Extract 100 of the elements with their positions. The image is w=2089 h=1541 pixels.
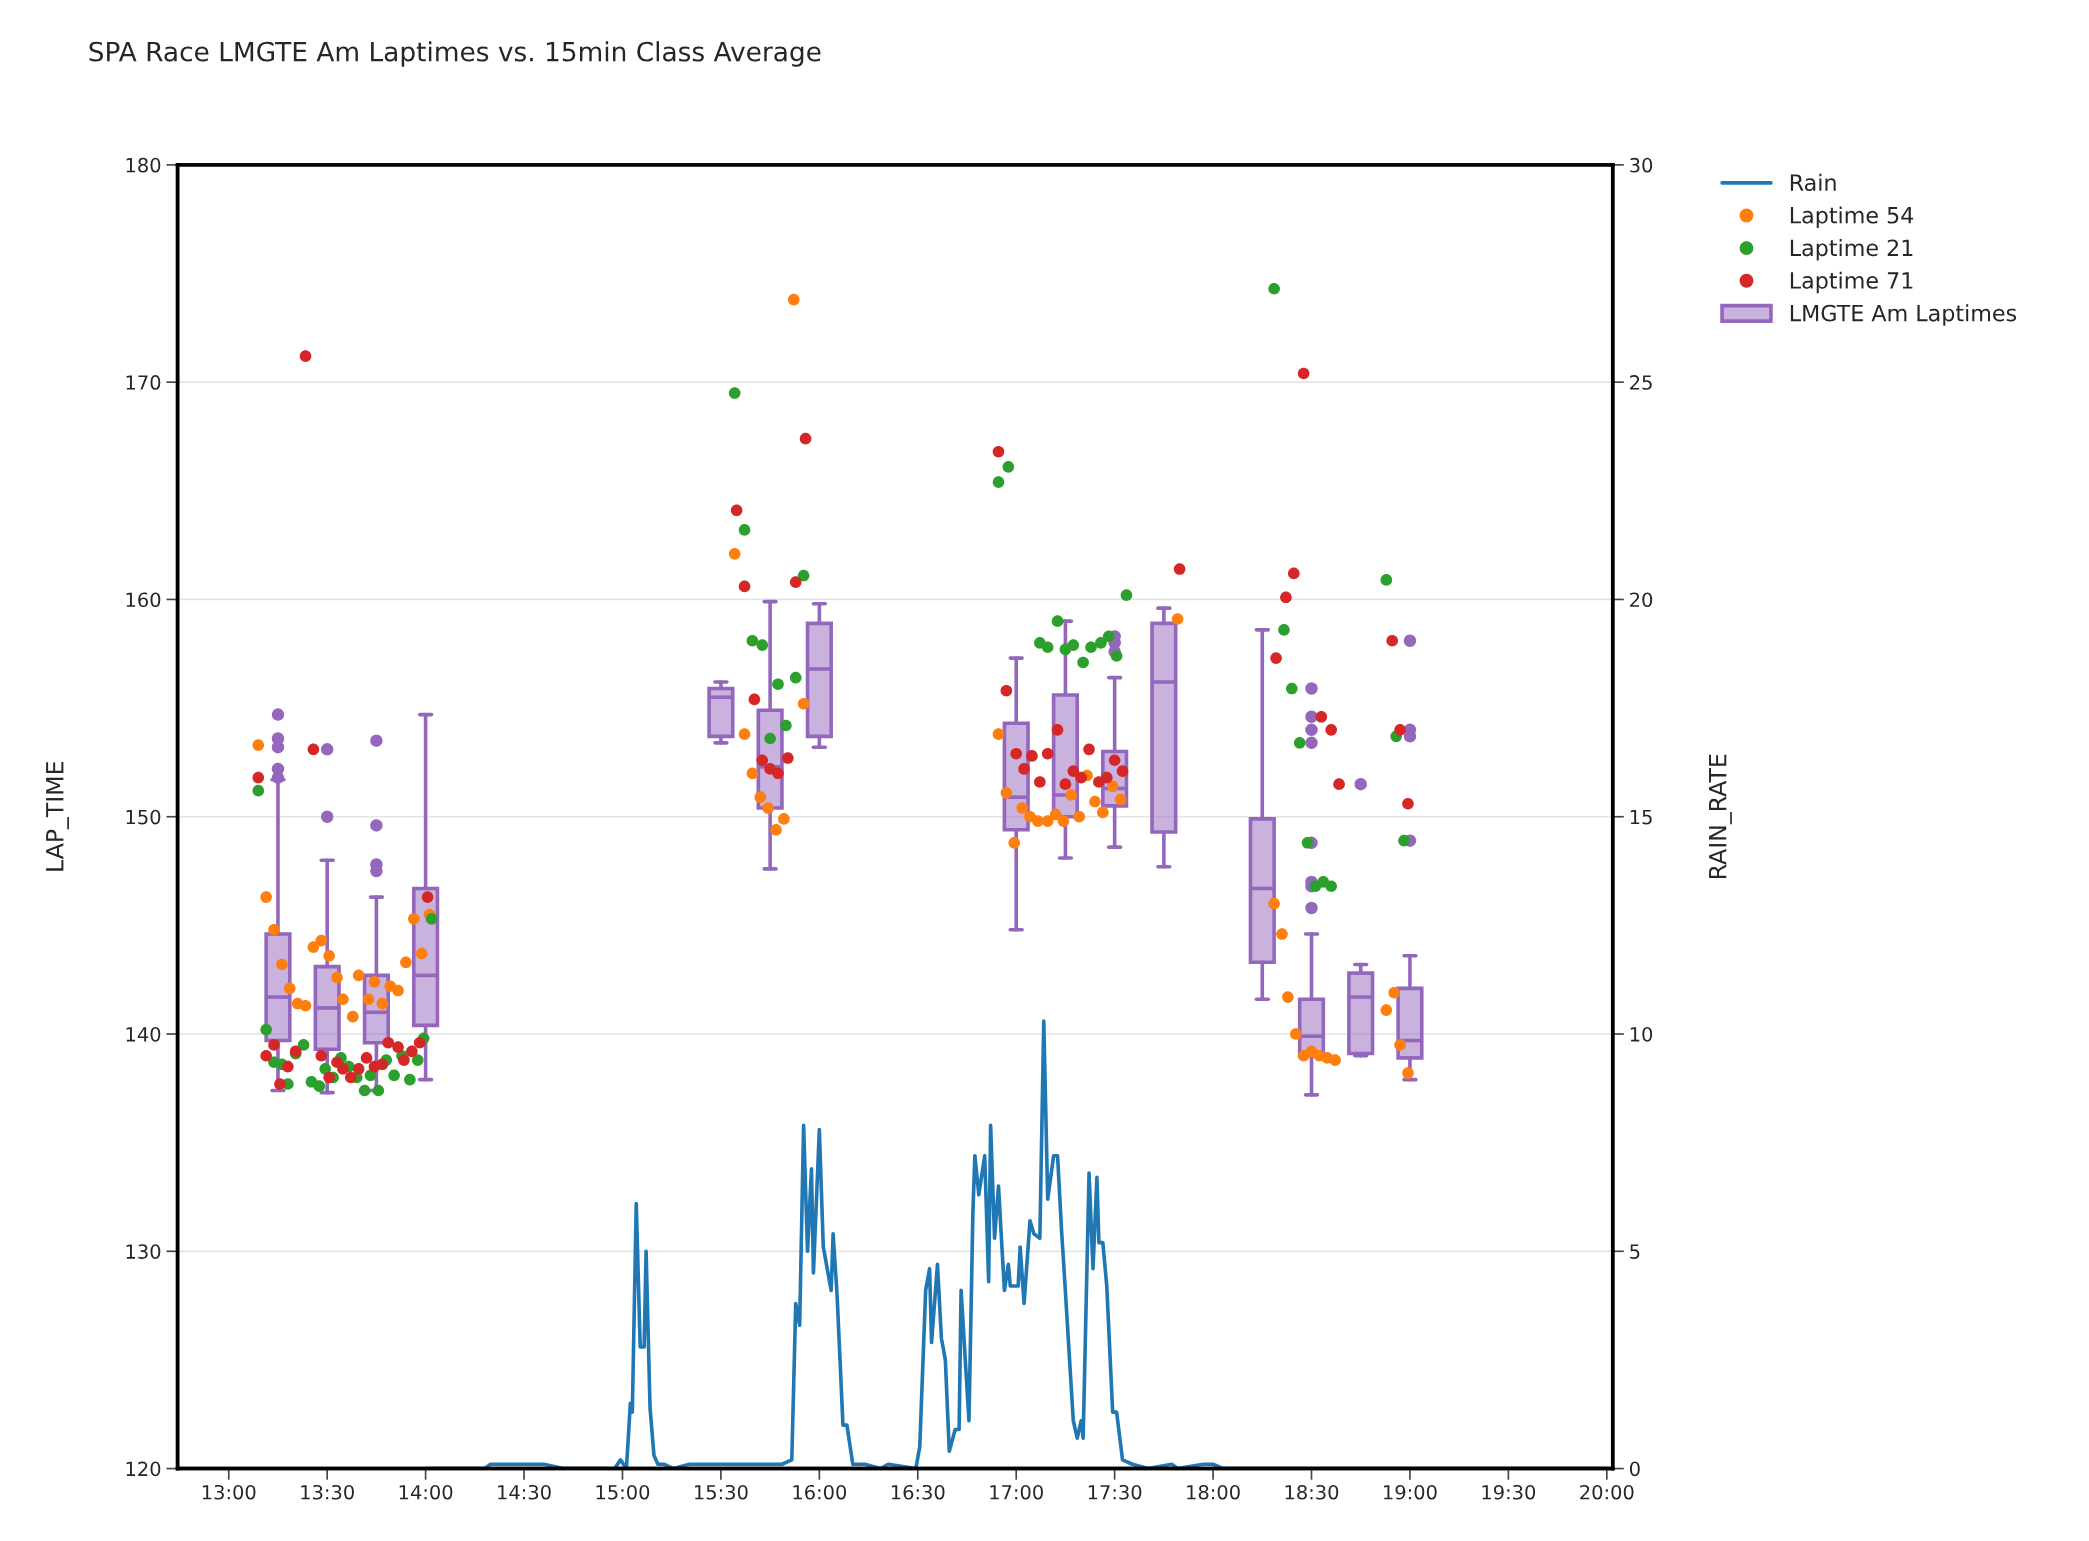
point (728, 387, 741, 399)
point (746, 634, 759, 647)
point (1059, 778, 1072, 790)
point (992, 476, 1005, 488)
point (1297, 367, 1310, 380)
point (1095, 637, 1107, 649)
point (764, 732, 776, 745)
x-tick-label: 18:00 (1187, 1484, 1240, 1500)
point (404, 1073, 416, 1086)
point (738, 524, 751, 536)
point (1325, 724, 1337, 736)
point (1116, 765, 1129, 777)
point (274, 1078, 286, 1090)
x-tick-label: 18:30 (1285, 1484, 1339, 1500)
y-tick-label: 180 (126, 157, 161, 173)
point (738, 580, 751, 593)
point (282, 1060, 294, 1073)
point (1287, 567, 1300, 580)
point (1083, 743, 1095, 756)
point (1077, 656, 1089, 669)
point (360, 1052, 373, 1064)
point (1026, 750, 1038, 762)
point (772, 767, 784, 780)
point (413, 1036, 426, 1049)
legend-label: Laptime 21 (1790, 239, 1913, 261)
point (756, 754, 769, 767)
point (1067, 765, 1080, 777)
point (730, 504, 743, 517)
y-axis-title: LAP_TIME (46, 761, 69, 871)
point (1002, 461, 1015, 473)
point (1394, 724, 1406, 736)
point (319, 1062, 332, 1075)
y-tick-label: 150 (126, 809, 161, 825)
x-tick-label: 17:00 (990, 1484, 1043, 1500)
chart-title: SPA Race LMGTE Am Laptimes vs. 15min Class Average (89, 41, 821, 67)
x-tick-label: 15:30 (695, 1484, 748, 1500)
point (345, 1071, 357, 1084)
point (1075, 771, 1087, 784)
point (323, 1071, 335, 1084)
point (376, 1058, 389, 1071)
point (1102, 630, 1115, 643)
point (1268, 282, 1280, 295)
y-tick-label: 120 (126, 1461, 161, 1477)
point (1278, 624, 1290, 636)
legend-label: Laptime 71 (1790, 271, 1913, 294)
point (388, 1069, 400, 1082)
point (1280, 591, 1292, 604)
point (1120, 589, 1133, 601)
point (1018, 763, 1030, 775)
x-tick-label: 14:30 (498, 1484, 551, 1500)
point (299, 350, 312, 362)
x-tick-label: 19:30 (1482, 1484, 1536, 1500)
point (789, 671, 802, 684)
y2-axis-title: RAIN_RATE (1709, 754, 1732, 878)
point (1034, 776, 1046, 788)
point (307, 743, 320, 756)
point (1085, 641, 1097, 654)
x-tick-label: 15:00 (596, 1484, 650, 1500)
point (313, 1080, 326, 1092)
point (268, 1039, 280, 1051)
point (1333, 778, 1345, 790)
point (260, 1023, 272, 1036)
point (748, 693, 761, 706)
point (756, 639, 769, 651)
point (358, 1084, 371, 1097)
point (398, 1054, 410, 1066)
legend-label: Laptime 54 (1790, 206, 1914, 228)
y-tick-label: 130 (126, 1244, 161, 1259)
x-tick-label: 17:30 (1088, 1484, 1142, 1500)
point (1051, 724, 1064, 736)
point (297, 1039, 310, 1051)
point (1110, 650, 1123, 662)
point (1041, 747, 1054, 760)
point (337, 1062, 349, 1075)
legend-label: LMGTE Am Laptimes (1790, 304, 2017, 326)
point (772, 678, 784, 690)
point (992, 445, 1005, 458)
x-tick-label: 16:30 (891, 1484, 945, 1500)
point (421, 891, 434, 903)
point (1000, 684, 1013, 697)
point (1402, 797, 1414, 810)
y2-tick-label: 10 (1630, 1026, 1653, 1042)
point (392, 1041, 404, 1053)
point (1173, 563, 1186, 575)
x-tick-label: 13:30 (301, 1484, 354, 1500)
point (406, 1045, 418, 1058)
point (1386, 634, 1399, 647)
y2-tick-label: 0 (1629, 1461, 1640, 1477)
point (780, 719, 792, 732)
point (411, 1054, 424, 1066)
point (1398, 834, 1410, 847)
x-tick-label: 16:00 (793, 1484, 847, 1500)
point (1325, 880, 1337, 893)
point (797, 569, 810, 582)
y2-tick-label: 15 (1630, 809, 1652, 825)
point (782, 752, 794, 764)
point (260, 1049, 272, 1062)
x-tick-label: 13:00 (202, 1484, 256, 1500)
point (1293, 737, 1306, 749)
point (382, 1036, 395, 1049)
